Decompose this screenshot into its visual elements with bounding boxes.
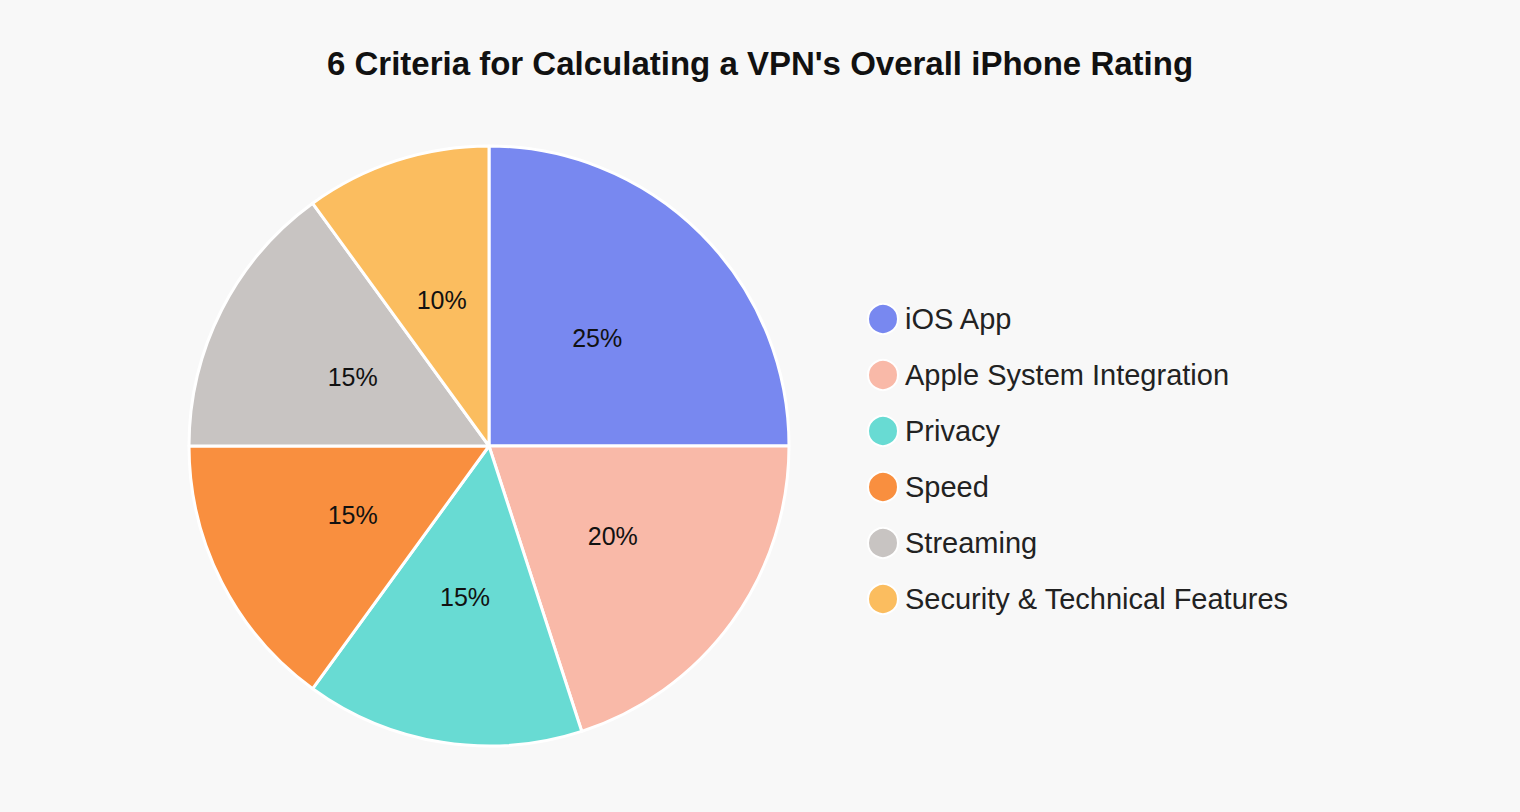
svg-text:10%: 10%: [417, 286, 467, 314]
svg-text:15%: 15%: [440, 583, 490, 611]
svg-text:20%: 20%: [588, 522, 638, 550]
svg-text:15%: 15%: [328, 363, 378, 391]
svg-text:15%: 15%: [328, 501, 378, 529]
svg-text:Streaming: Streaming: [905, 527, 1037, 559]
svg-text:Privacy: Privacy: [905, 415, 1001, 447]
svg-text:Apple System Integration: Apple System Integration: [905, 359, 1229, 391]
svg-text:25%: 25%: [572, 324, 622, 352]
svg-text:6 Criteria for Calculating a V: 6 Criteria for Calculating a VPN's Overa…: [327, 45, 1193, 82]
svg-text:Security & Technical Features: Security & Technical Features: [905, 583, 1288, 615]
svg-text:iOS App: iOS App: [905, 303, 1011, 335]
svg-text:Speed: Speed: [905, 471, 989, 503]
